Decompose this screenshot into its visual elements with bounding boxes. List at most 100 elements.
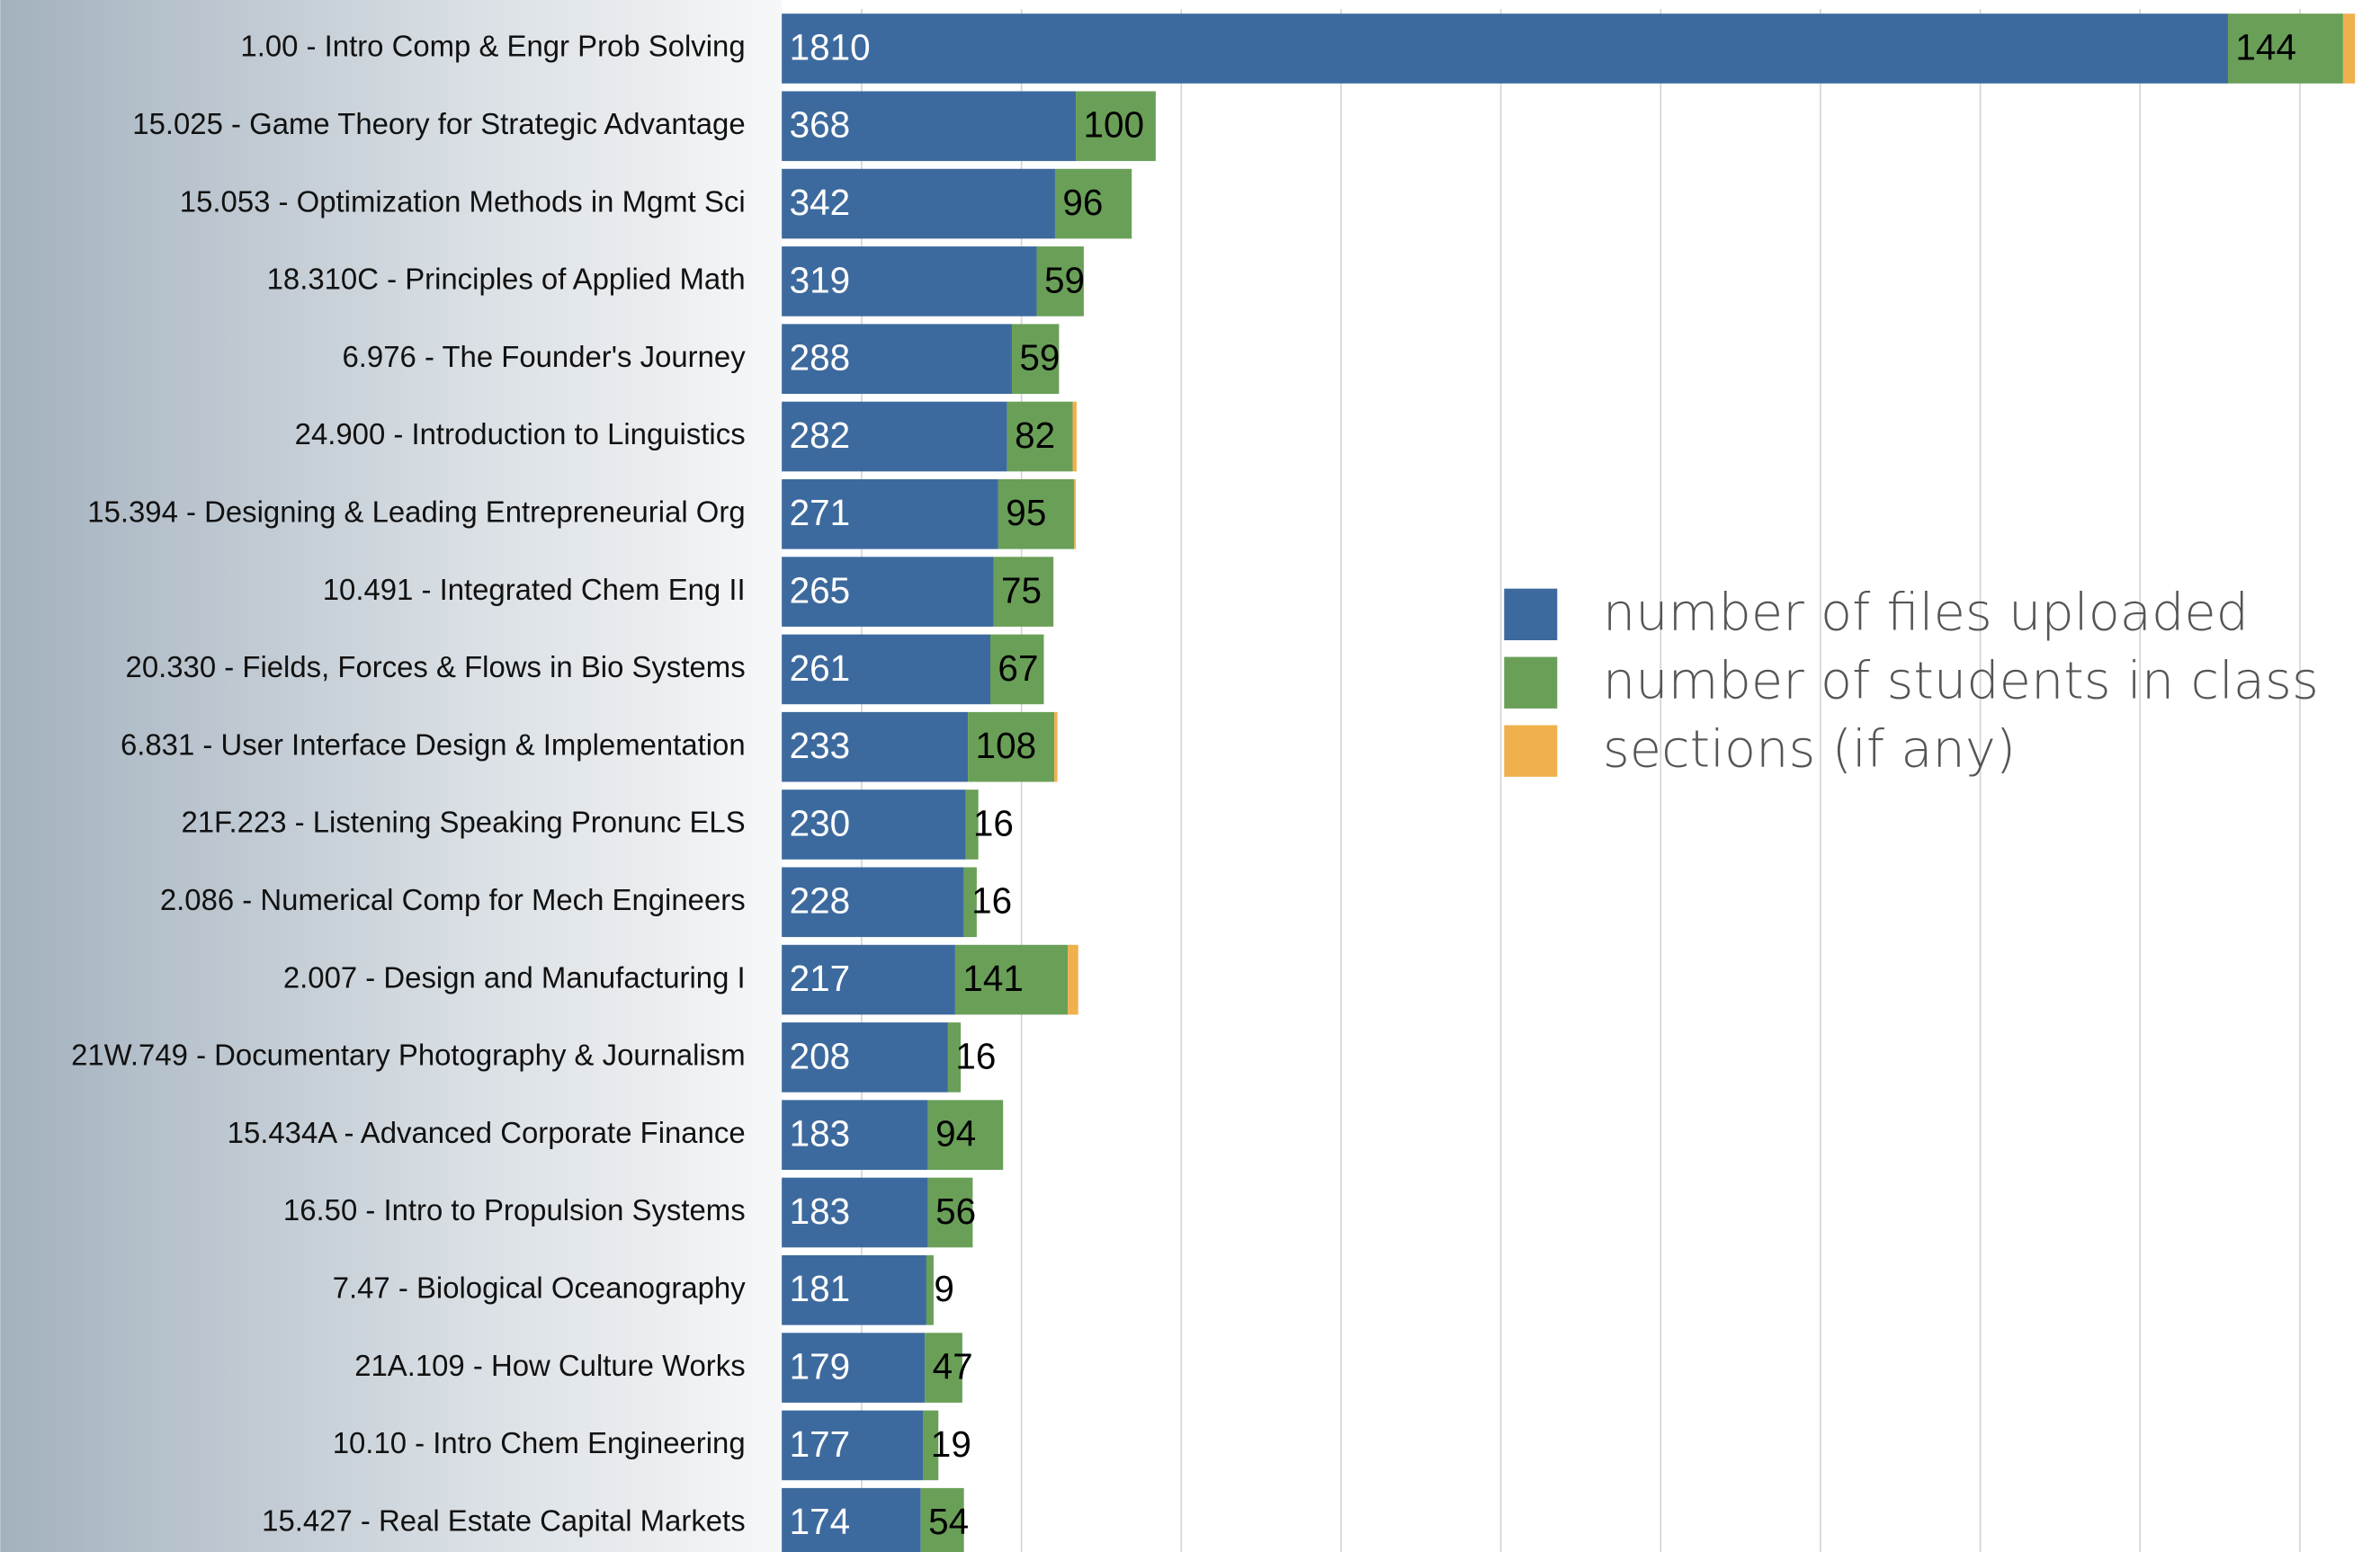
category-label: 2.007 - Design and Manufacturing I: [283, 960, 746, 994]
value-label: 95: [1006, 492, 1046, 533]
bar-segment: [1074, 478, 1077, 549]
value-label: 9: [934, 1268, 954, 1309]
bar-segment: [782, 1487, 921, 1552]
value-label: 19: [931, 1423, 971, 1465]
value-label: 183: [790, 1113, 851, 1155]
value-label: 75: [1001, 569, 1042, 611]
value-label: 288: [790, 337, 851, 379]
category-label: 6.976 - The Founder's Journey: [343, 340, 747, 373]
bar-segment: [782, 634, 990, 705]
value-label: 319: [790, 259, 851, 300]
legend-label: sections (if any): [1603, 718, 2016, 779]
bar-segment: [782, 1410, 924, 1481]
value-label: 96: [1062, 182, 1103, 223]
value-label: 271: [790, 492, 851, 533]
bar-segment: [782, 867, 964, 938]
bar-segment: [927, 1177, 973, 1248]
bar-segment: [782, 1333, 926, 1403]
value-label: 82: [1015, 415, 1055, 456]
bar-segment: [968, 711, 1055, 782]
bar-segment: [923, 1410, 939, 1481]
value-label: 368: [790, 104, 851, 146]
bar-segment: [954, 944, 1069, 1015]
bar-segment: [1036, 246, 1084, 317]
value-label: 177: [790, 1423, 851, 1465]
bar-segment: [782, 246, 1037, 317]
bar-segment: [782, 711, 969, 782]
category-label: 15.053 - Optimization Methods in Mgmt Sc…: [180, 184, 746, 218]
category-label: 2.086 - Numerical Comp for Mech Engineer…: [160, 883, 746, 916]
category-label: 16.50 - Intro to Propulsion Systems: [283, 1193, 746, 1226]
category-label: 10.491 - Integrated Chem Eng II: [323, 573, 746, 606]
bar-segment: [2342, 13, 2356, 84]
value-label: 230: [790, 802, 851, 843]
bar-segment: [782, 1254, 926, 1325]
legend-label: number of students in class: [1603, 650, 2319, 710]
value-label: 56: [935, 1191, 976, 1232]
bar-segment: [782, 401, 1007, 472]
bar-segment: [782, 1022, 948, 1093]
value-label: 54: [928, 1501, 969, 1542]
bar-segment: [782, 168, 1055, 239]
value-label: 342: [790, 182, 851, 223]
category-label: 15.434A - Advanced Corporate Finance: [228, 1116, 746, 1149]
value-label: 67: [998, 647, 1038, 689]
legend-swatch: [1504, 656, 1558, 709]
bar-segment: [926, 1254, 934, 1325]
category-label: 18.310C - Principles of Applied Math: [267, 263, 746, 296]
bar-segment: [1054, 168, 1132, 239]
category-label: 20.330 - Fields, Forces & Flows in Bio S…: [126, 650, 746, 683]
bar-segment: [1054, 711, 1058, 782]
bar-segment: [1068, 944, 1078, 1015]
category-label: 6.831 - User Interface Design & Implemen…: [121, 727, 746, 761]
value-label: 108: [976, 725, 1037, 766]
value-label: 261: [790, 647, 851, 689]
bar-segment: [1011, 324, 1060, 394]
value-label: 282: [790, 415, 851, 456]
category-label: 10.10 - Intro Chem Engineering: [333, 1426, 746, 1459]
category-label: 21A.109 - How Culture Works: [354, 1349, 745, 1382]
value-label: 174: [790, 1501, 851, 1542]
bar-segment: [920, 1487, 964, 1552]
value-label: 59: [1044, 259, 1085, 300]
category-label: 15.394 - Designing & Leading Entrepreneu…: [87, 495, 745, 528]
bar-segment: [1072, 401, 1077, 472]
value-label: 141: [962, 958, 1024, 999]
value-label: 94: [935, 1113, 976, 1155]
bar-segment: [1076, 91, 1156, 162]
bar-segment: [2227, 13, 2343, 84]
category-label: 1.00 - Intro Comp & Engr Prob Solving: [240, 30, 745, 63]
bar-segment: [782, 944, 955, 1015]
value-label: 233: [790, 725, 851, 766]
bar-segment: [782, 324, 1012, 394]
bar-segment: [965, 789, 979, 860]
value-label: 265: [790, 569, 851, 611]
value-label: 59: [1019, 337, 1060, 379]
bar-segment: [947, 1022, 962, 1093]
category-label: 21F.223 - Listening Speaking Pronunc ELS: [181, 806, 745, 839]
value-label: 208: [790, 1035, 851, 1076]
bar-segment: [782, 789, 966, 860]
legend-swatch: [1504, 725, 1558, 777]
bar-segment: [925, 1333, 962, 1403]
value-label: 16: [973, 802, 1014, 843]
bar-segment: [993, 557, 1054, 627]
bar-segment: [963, 867, 977, 938]
category-label: 7.47 - Biological Oceanography: [333, 1271, 746, 1304]
bar-segment: [998, 478, 1075, 549]
value-label: 144: [2235, 26, 2296, 67]
value-label: 16: [971, 880, 1012, 922]
bar-segment: [927, 1100, 1004, 1170]
bar-segment: [1007, 401, 1073, 472]
value-label: 16: [955, 1035, 996, 1076]
bar-segment: [989, 634, 1044, 705]
value-label: 47: [933, 1345, 973, 1387]
category-label: 15.427 - Real Estate Capital Markets: [262, 1503, 745, 1537]
value-label: 228: [790, 880, 851, 922]
bar-segment: [782, 557, 994, 627]
category-label: 24.900 - Introduction to Linguistics: [295, 417, 746, 450]
bar-segment: [782, 91, 1077, 162]
bar-segment: [782, 1100, 928, 1170]
bar-segment: [782, 13, 2228, 84]
